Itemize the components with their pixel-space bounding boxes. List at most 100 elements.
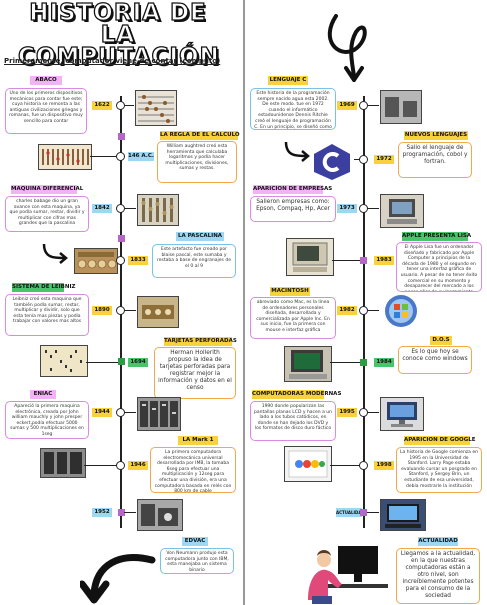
timeline-marker — [118, 235, 125, 242]
timeline-node — [116, 461, 125, 470]
label-lenguaje-c: LENGUAJE C — [268, 76, 308, 85]
mark1-photo — [40, 448, 86, 478]
connector — [367, 412, 379, 413]
connector — [354, 159, 361, 160]
timeline-marker — [118, 509, 125, 516]
year-146ac: 146 A.C. — [128, 152, 154, 161]
leibniz-machine-photo — [137, 296, 179, 328]
text-regla: William aughtred creó esta herramienta q… — [157, 141, 237, 183]
timeline-node — [359, 461, 368, 470]
year-1983: 1983 — [374, 256, 394, 265]
text-tarjetas: Herman Hollerith propuso la idea de tarj… — [154, 347, 236, 399]
down-arrow-icon — [80, 554, 156, 604]
year-1969: 1969 — [337, 101, 357, 110]
year-1833: 1833 — [128, 256, 148, 265]
connector — [124, 412, 136, 413]
page-title: HISTORIA DE LA COMPUTACIÓN — [17, 0, 220, 70]
connector — [124, 310, 136, 311]
connector — [86, 362, 118, 363]
text-google: La historia de Google comienza en 1995 e… — [396, 447, 482, 493]
connector — [90, 156, 118, 157]
year-1622: 1622 — [92, 101, 112, 110]
punched-card-photo — [40, 345, 88, 377]
timeline-marker — [118, 133, 125, 140]
text-pascalina: Este artefacto fue creado por blaise pas… — [152, 244, 236, 278]
empresas-photo — [380, 194, 424, 228]
lenguaje-c-photo — [380, 90, 422, 124]
label-computadoras-modernas: COMPUTADORAS MODERNAS — [252, 390, 342, 399]
column-divider — [243, 0, 245, 605]
label-dos: D.O.S — [430, 336, 452, 345]
apple-lisa-photo — [286, 238, 334, 276]
connector — [124, 512, 136, 513]
difference-engine-photo — [137, 194, 179, 226]
year-1984: 1984 — [374, 358, 394, 367]
eniac-photo — [137, 397, 181, 431]
year-1952: 1952 — [92, 508, 112, 517]
label-empresas: APARICION DE EMPRESAS — [253, 185, 333, 194]
timeline-node — [116, 256, 125, 265]
text-mark1: La primera computadora electromecánica u… — [150, 447, 236, 493]
label-maquina-diferencial: MAQUINA DIFERENCIAL — [11, 185, 84, 194]
year-1973: 1973 — [337, 204, 357, 213]
text-edvac: Von Neumann produjo esta computadora jun… — [160, 548, 234, 574]
connector — [367, 310, 379, 311]
abacus-photo — [135, 90, 177, 126]
year-actualidad: ACTUALIDAD — [336, 508, 365, 517]
dos-photo — [284, 346, 332, 382]
curved-arrow-icon — [284, 141, 310, 162]
label-edvac: EDVAC — [182, 537, 208, 546]
year-1972: 1972 — [374, 155, 394, 164]
label-regla: LA REGLA DE EL CALCULO — [160, 131, 240, 140]
year-1842: 1842 — [92, 204, 112, 213]
timeline-marker — [360, 509, 367, 516]
year-1946: 1946 — [128, 461, 148, 470]
curved-arrow-icon — [327, 14, 367, 82]
pascalina-photo — [74, 248, 118, 274]
text-lenguaje-c: Este historia de la programación sempre … — [250, 88, 336, 130]
text-maquina-diferencial: charles babage dio un gran avance con es… — [5, 196, 89, 232]
label-apple-lisa: APPLE PRESENTA LISA — [402, 232, 472, 241]
text-empresas: Salieron empresas como: Epson, Compaq, H… — [250, 196, 336, 222]
text-apple-lisa: El Apple Lisa fue un ordenador diseñado … — [396, 242, 482, 292]
c-logo-icon — [310, 142, 354, 182]
timeline-marker — [360, 257, 367, 264]
label-tarjetas: TARJETAS PERFORADAS — [164, 337, 237, 346]
google-logo-icon — [284, 446, 332, 482]
label-abaco: ABACO — [30, 76, 62, 85]
timeline-marker — [118, 358, 125, 365]
text-abaco: Uno de los primeros dispositivos mecánic… — [5, 88, 87, 134]
connector — [124, 105, 134, 106]
page-subtitle: Primeramente, computador viene de contar… — [4, 57, 221, 65]
connector — [330, 362, 360, 363]
person-computer-icon — [308, 546, 388, 604]
year-1890: 1890 — [92, 306, 112, 315]
year-1944: 1944 — [92, 408, 112, 417]
actualidad-photo — [380, 499, 426, 531]
label-actualidad: ACTUALIDAD — [418, 537, 458, 546]
label-macintosh: MACINTOSH — [270, 287, 310, 296]
edvac-photo — [137, 499, 183, 531]
connector — [84, 465, 118, 466]
label-nuevos-lenguajes: NUEVOS LENGUAJES — [404, 131, 468, 140]
timeline-marker — [360, 359, 367, 366]
modern-computer-photo — [380, 397, 424, 431]
slide-rule-photo — [38, 144, 92, 170]
connector — [330, 465, 360, 466]
text-eniac: Apareció la primera maquina electrónica,… — [5, 401, 89, 439]
label-pascalina: LA PASCALINA — [176, 232, 224, 241]
text-nuevos-lenguajes: Salio el lenguaje de programación, cobol… — [398, 142, 472, 178]
text-computadoras-modernas: 1990 donde popularizan las pantallas pla… — [250, 401, 336, 441]
label-mark1: LA Mark 1 — [178, 436, 218, 445]
timeline-node — [359, 155, 368, 164]
year-1998: 1998 — [374, 461, 394, 470]
text-actualidad: Llegamos a la actualidad, en la que nues… — [396, 548, 480, 604]
connector — [367, 105, 379, 106]
timeline-node — [116, 152, 125, 161]
label-google: APARICION DE GOOGLE — [404, 436, 476, 445]
windows-logo-icon — [385, 295, 417, 327]
connector — [124, 208, 136, 209]
year-1982: 1982 — [337, 306, 357, 315]
label-leibniz: SISTEMA DE LEIBNIZ — [12, 283, 76, 292]
text-leibniz: Leibniz creó esta maquina que también po… — [5, 294, 89, 336]
